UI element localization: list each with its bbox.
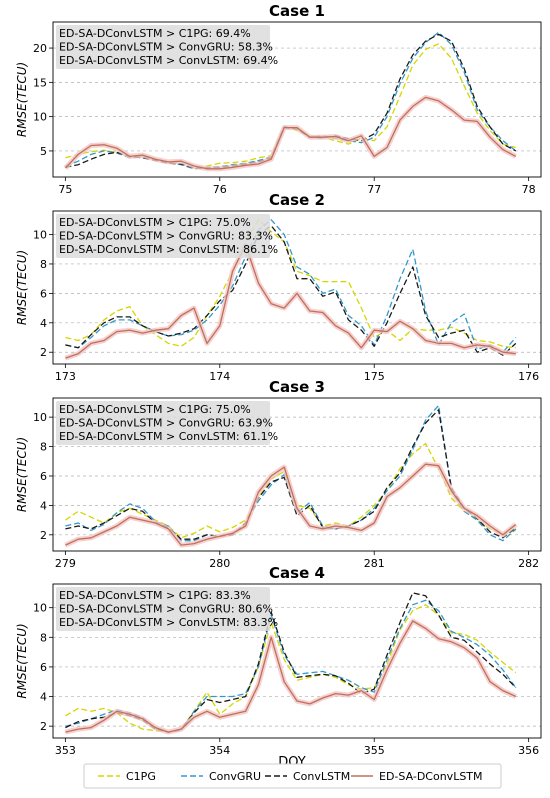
panel-case-3: Case 3 2 4 6 8 10 279 280 281 282 RMSE(TECU) ED-SA-… [15, 378, 542, 570]
series-line-c1pg [65, 219, 516, 349]
x-tick-label: 174 [209, 370, 230, 383]
plot-frame [52, 397, 542, 552]
y-tick-label: 8 [40, 258, 47, 271]
y-tick-label: 6 [40, 470, 47, 483]
legend-label: ED-SA-DConvLSTM [379, 770, 483, 783]
legend-frame [83, 763, 502, 789]
annotation-text: ED-SA-DConvLSTM > ConvLSTM: 83.3% [59, 616, 278, 629]
legend: C1PG ConvGRU ConvLSTM ED-SA-DConvLSTM [83, 763, 502, 789]
panel-case-2: Case 2 2 4 6 8 10 173 174 175 176 RMSE(TECU) ED-SA-… [15, 191, 542, 383]
annotation-box [56, 587, 270, 631]
x-tick-label: 280 [209, 557, 230, 570]
y-tick-label: 6 [40, 661, 47, 674]
x-tick-label: 356 [518, 744, 539, 757]
y-tick-label: 2 [40, 529, 47, 542]
y-tick-label: 10 [33, 111, 47, 124]
series-line-convlstm [65, 225, 517, 356]
panel-case-1: Case 1 5 10 15 20 75 76 77 78 RMSE(TECU) ED-SA-DCo… [15, 2, 542, 196]
x-tick-label: 354 [209, 744, 230, 757]
legend-label: ConvGRU [209, 770, 261, 783]
y-tick-label: 4 [40, 499, 47, 512]
x-tick-label: 77 [367, 183, 381, 196]
panel-title: Case 4 [269, 564, 325, 582]
y-tick-label: 5 [40, 145, 47, 158]
series-line-ed-sa-dconvlstm [65, 620, 517, 733]
x-tick-label: 353 [55, 744, 76, 757]
y-axis-label: RMSE(TECU) [15, 437, 29, 512]
x-tick-label: 355 [364, 744, 385, 757]
x-tick-label: 76 [213, 183, 227, 196]
annotation-text: ED-SA-DConvLSTM > ConvLSTM: 69.4% [59, 54, 278, 67]
y-tick-label: 10 [33, 411, 47, 424]
y-tick-label: 15 [33, 76, 47, 89]
series-line-convlstm [65, 33, 517, 169]
x-tick-label: 282 [518, 557, 539, 570]
panel-title: Case 3 [269, 378, 325, 396]
series-band-ed-sa-dconvlstm [64, 461, 518, 548]
x-tick-label: 75 [58, 183, 72, 196]
annotation-text: ED-SA-DConvLSTM > ConvGRU: 83.3% [59, 230, 273, 243]
y-axis-label: RMSE(TECU) [15, 250, 29, 325]
annotation-text: ED-SA-DConvLSTM > C1PG: 75.0% [59, 216, 251, 229]
y-tick-label: 8 [40, 631, 47, 644]
y-tick-label: 10 [33, 229, 47, 242]
annotation-box [56, 401, 270, 445]
series-line-ed-sa-dconvlstm [65, 244, 516, 359]
plot-frame [52, 210, 542, 365]
panel-title: Case 2 [269, 191, 325, 209]
x-tick-label: 78 [522, 183, 536, 196]
annotation-text: ED-SA-DConvLSTM > ConvGRU: 80.6% [59, 603, 273, 616]
y-tick-label: 4 [40, 317, 47, 330]
series-line-ed-sa-dconvlstm [65, 463, 517, 546]
y-tick-label: 8 [40, 441, 47, 454]
annotation-text: ED-SA-DConvLSTM > ConvLSTM: 61.1% [59, 430, 278, 443]
x-tick-label: 173 [55, 370, 76, 383]
annotation-text: ED-SA-DConvLSTM > ConvGRU: 58.3% [59, 41, 273, 54]
y-tick-label: 10 [33, 602, 47, 615]
plot-frame [52, 21, 542, 178]
x-tick-label: 176 [518, 370, 539, 383]
annotation-box [56, 214, 270, 258]
y-tick-label: 4 [40, 691, 47, 704]
x-tick-label: 175 [364, 370, 385, 383]
annotation-text: ED-SA-DConvLSTM > ConvLSTM: 86.1% [59, 243, 278, 256]
legend-label: C1PG [126, 770, 156, 783]
plot-frame [52, 583, 542, 739]
annotation-text: ED-SA-DConvLSTM > C1PG: 69.4% [59, 27, 251, 40]
y-tick-label: 2 [40, 720, 47, 733]
annotation-text: ED-SA-DConvLSTM > C1PG: 75.0% [59, 403, 251, 416]
legend-label: ConvLSTM [293, 770, 350, 783]
panel-title: Case 1 [269, 2, 325, 20]
annotation-text: ED-SA-DConvLSTM > C1PG: 83.3% [59, 589, 251, 602]
y-tick-label: 2 [40, 346, 47, 359]
y-tick-label: 20 [33, 42, 47, 55]
annotation-box [56, 25, 270, 69]
y-axis-label: RMSE(TECU) [15, 62, 29, 137]
series-line-convlstm [65, 592, 517, 733]
x-tick-label: 279 [55, 557, 76, 570]
series-line-ed-sa-dconvlstm [64, 96, 517, 170]
panel-case-4: Case 4 2 4 6 8 10 353 354 355 356 RMSE(TECU) ED-SA-… [15, 564, 542, 757]
y-tick-label: 6 [40, 287, 47, 300]
panels: Case 1 5 10 15 20 75 76 77 78 RMSE(TECU) ED-SA-DCo… [15, 2, 542, 757]
annotation-text: ED-SA-DConvLSTM > ConvGRU: 63.9% [59, 417, 273, 430]
x-tick-label: 281 [364, 557, 385, 570]
series-line-convlstm [65, 409, 517, 540]
y-axis-label: RMSE(TECU) [15, 623, 29, 698]
